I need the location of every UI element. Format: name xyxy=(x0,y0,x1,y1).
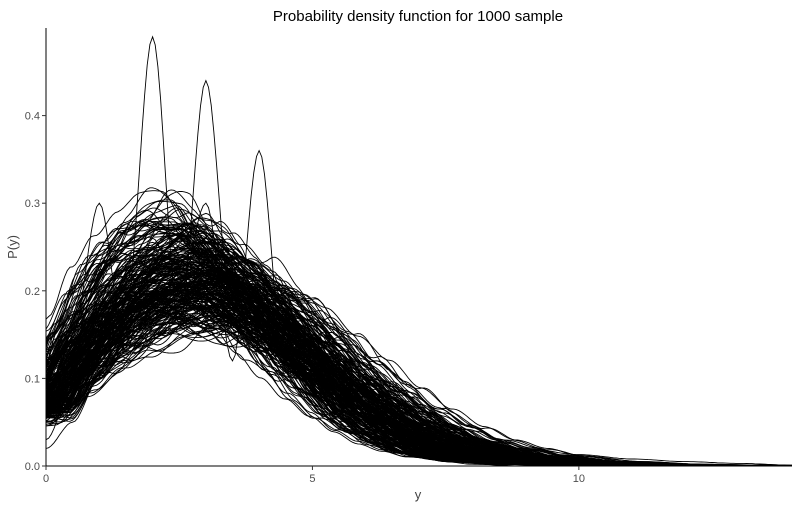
x-tick-label: 0 xyxy=(43,473,49,485)
density-curves xyxy=(45,35,793,467)
x-axis-title: y xyxy=(415,487,422,502)
density-curve xyxy=(45,149,792,467)
y-tick-label: 0.4 xyxy=(25,111,40,123)
x-axis-ticks: 0 5 10 xyxy=(43,466,585,485)
density-curve xyxy=(45,270,792,466)
y-axis-ticks: 0.0 0.1 0.2 0.3 0.4 xyxy=(25,111,46,473)
x-tick-label: 10 xyxy=(573,473,585,485)
y-tick-label: 0.3 xyxy=(25,198,40,210)
density-curve xyxy=(45,307,792,466)
y-tick-label: 0.0 xyxy=(25,461,40,473)
x-tick-label: 5 xyxy=(309,473,315,485)
y-axis-title: P(y) xyxy=(5,235,20,259)
y-tick-label: 0.1 xyxy=(25,373,40,385)
chart-title: Probability density function for 1000 sa… xyxy=(273,8,563,25)
y-tick-label: 0.2 xyxy=(25,286,40,298)
